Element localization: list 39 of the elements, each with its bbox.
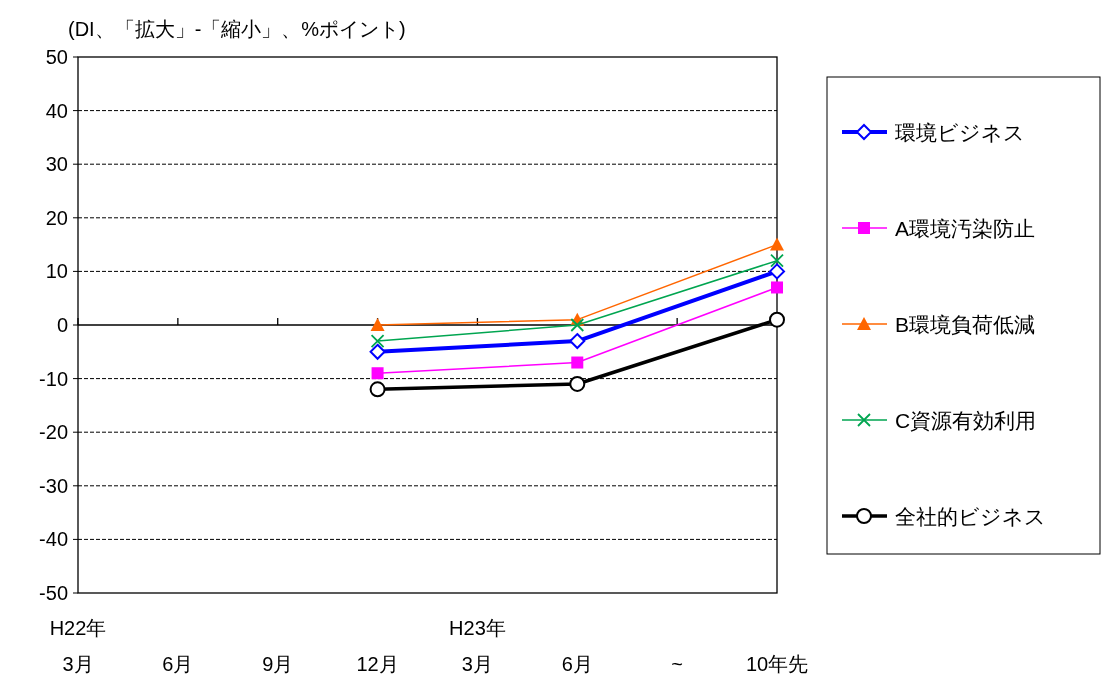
point — [769, 311, 785, 328]
point — [371, 367, 384, 380]
x-tick-label: ~ — [671, 653, 683, 675]
point — [369, 343, 386, 360]
point — [569, 375, 586, 392]
y-tick-label: -50 — [39, 582, 68, 604]
x-tick-label: 10年先 — [745, 653, 809, 675]
point — [370, 318, 385, 331]
legend-label: 全社的ビジネス — [895, 505, 1046, 528]
x-tick-label: H22年 3月 — [49, 617, 107, 675]
point — [771, 281, 783, 294]
x-tick-label: H23年 3月 — [449, 617, 506, 675]
x-tick-label: 6月 — [561, 653, 593, 675]
legend-label: 環境ビジネス — [895, 121, 1025, 144]
point — [569, 333, 586, 350]
y-tick-label: 0 — [56, 314, 68, 336]
legend-label: C資源有効利用 — [895, 409, 1037, 432]
y-tick-label: 10 — [45, 260, 68, 283]
point — [769, 263, 785, 280]
point — [770, 237, 784, 251]
point — [369, 381, 386, 398]
point — [370, 334, 385, 348]
y-tick-label: 30 — [45, 153, 68, 176]
y-tick-label: 50 — [45, 46, 68, 68]
point — [571, 356, 584, 369]
point — [770, 253, 784, 268]
legend-label: A環境汚染防止 — [895, 217, 1036, 240]
y-tick-label: 20 — [45, 206, 68, 229]
x-tick-label: 9月 — [262, 653, 294, 675]
y-tick-label: 40 — [45, 99, 68, 122]
point — [570, 318, 585, 332]
y-tick-label: -40 — [39, 528, 68, 551]
x-tick-label: 6月 — [162, 653, 194, 675]
x-tick-label: 12月 — [356, 653, 399, 675]
y-axis-title: (DI、「拡大」-「縮小」、%ポイント) — [68, 18, 406, 40]
y-tick-label: -10 — [39, 367, 68, 390]
legend-label: B環境負荷低減 — [895, 313, 1036, 336]
y-tick-label: -20 — [39, 421, 68, 444]
y-tick-label: -30 — [39, 474, 68, 497]
